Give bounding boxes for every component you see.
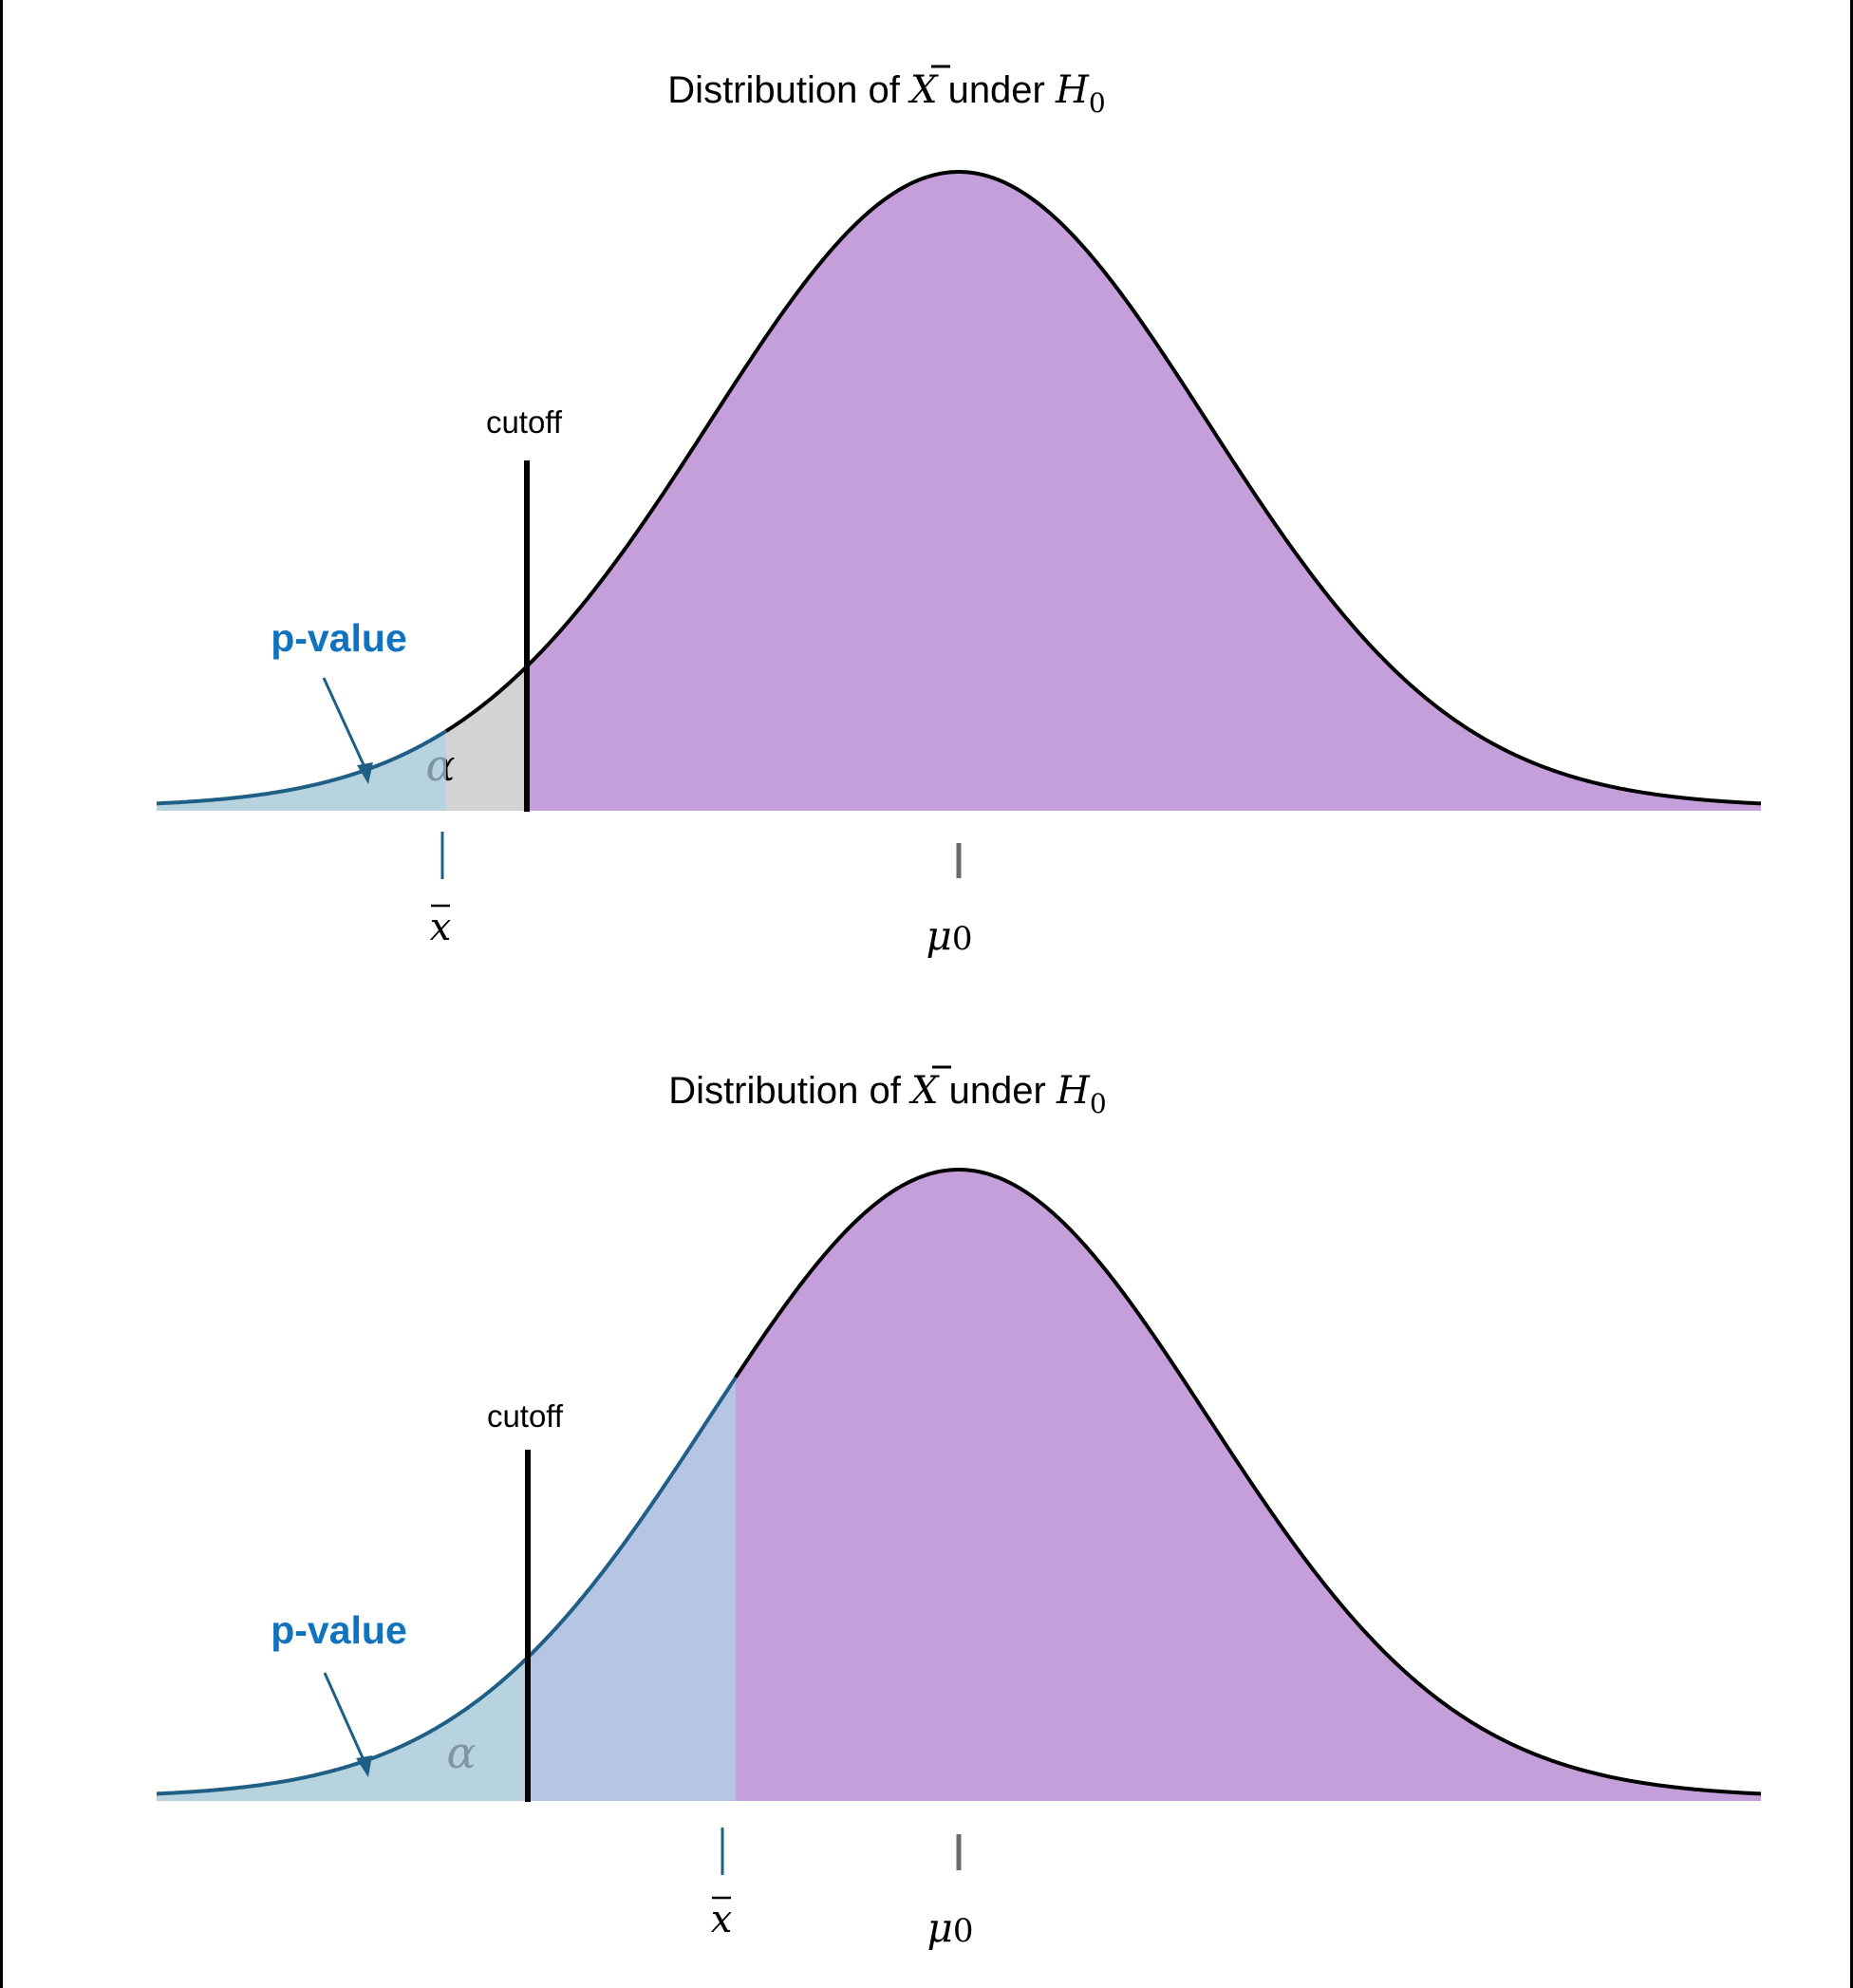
panel-2-title: Distribution of X under H0 <box>668 1069 1106 1119</box>
pvalue-curve-segment <box>156 729 448 806</box>
panel-2: Distribution of X under H0 cutoff p-valu… <box>156 1065 1762 1951</box>
arrow-head-icon <box>357 762 373 784</box>
alpha-region <box>446 666 527 811</box>
pvalue-curve-segment <box>156 1376 738 1796</box>
alpha-label: α <box>446 1727 476 1778</box>
pvalue-label: p-value <box>271 1608 407 1652</box>
density-curve <box>444 170 1761 806</box>
density-curve <box>734 1168 1762 1796</box>
alpha-label: α <box>425 740 455 791</box>
cutoff-label: cutoff <box>487 1398 564 1434</box>
pvalue-label: p-value <box>271 616 407 660</box>
mu0-label: μ0 <box>926 912 973 959</box>
pvalue-arrow <box>323 1672 366 1763</box>
null-region <box>736 1170 1761 1801</box>
arrow-head-icon <box>356 1755 372 1777</box>
alpha-label-overlay: α <box>425 740 455 791</box>
cutoff-label: cutoff <box>486 404 563 440</box>
null-region <box>527 172 1761 811</box>
pvalue-extra-region <box>528 1377 736 1801</box>
xbar-label: x <box>430 906 452 949</box>
pvalue-region <box>157 731 446 811</box>
alpha-pvalue-region <box>157 1657 528 1801</box>
panel-1-title: Distribution of X under H0 <box>667 68 1105 119</box>
pvalue-arrow <box>322 677 367 770</box>
xbar-label: x <box>711 1898 733 1941</box>
panel-1: Distribution of X under H0 cutoff p-valu… <box>156 65 1761 959</box>
mu0-label: μ0 <box>927 1904 974 1951</box>
